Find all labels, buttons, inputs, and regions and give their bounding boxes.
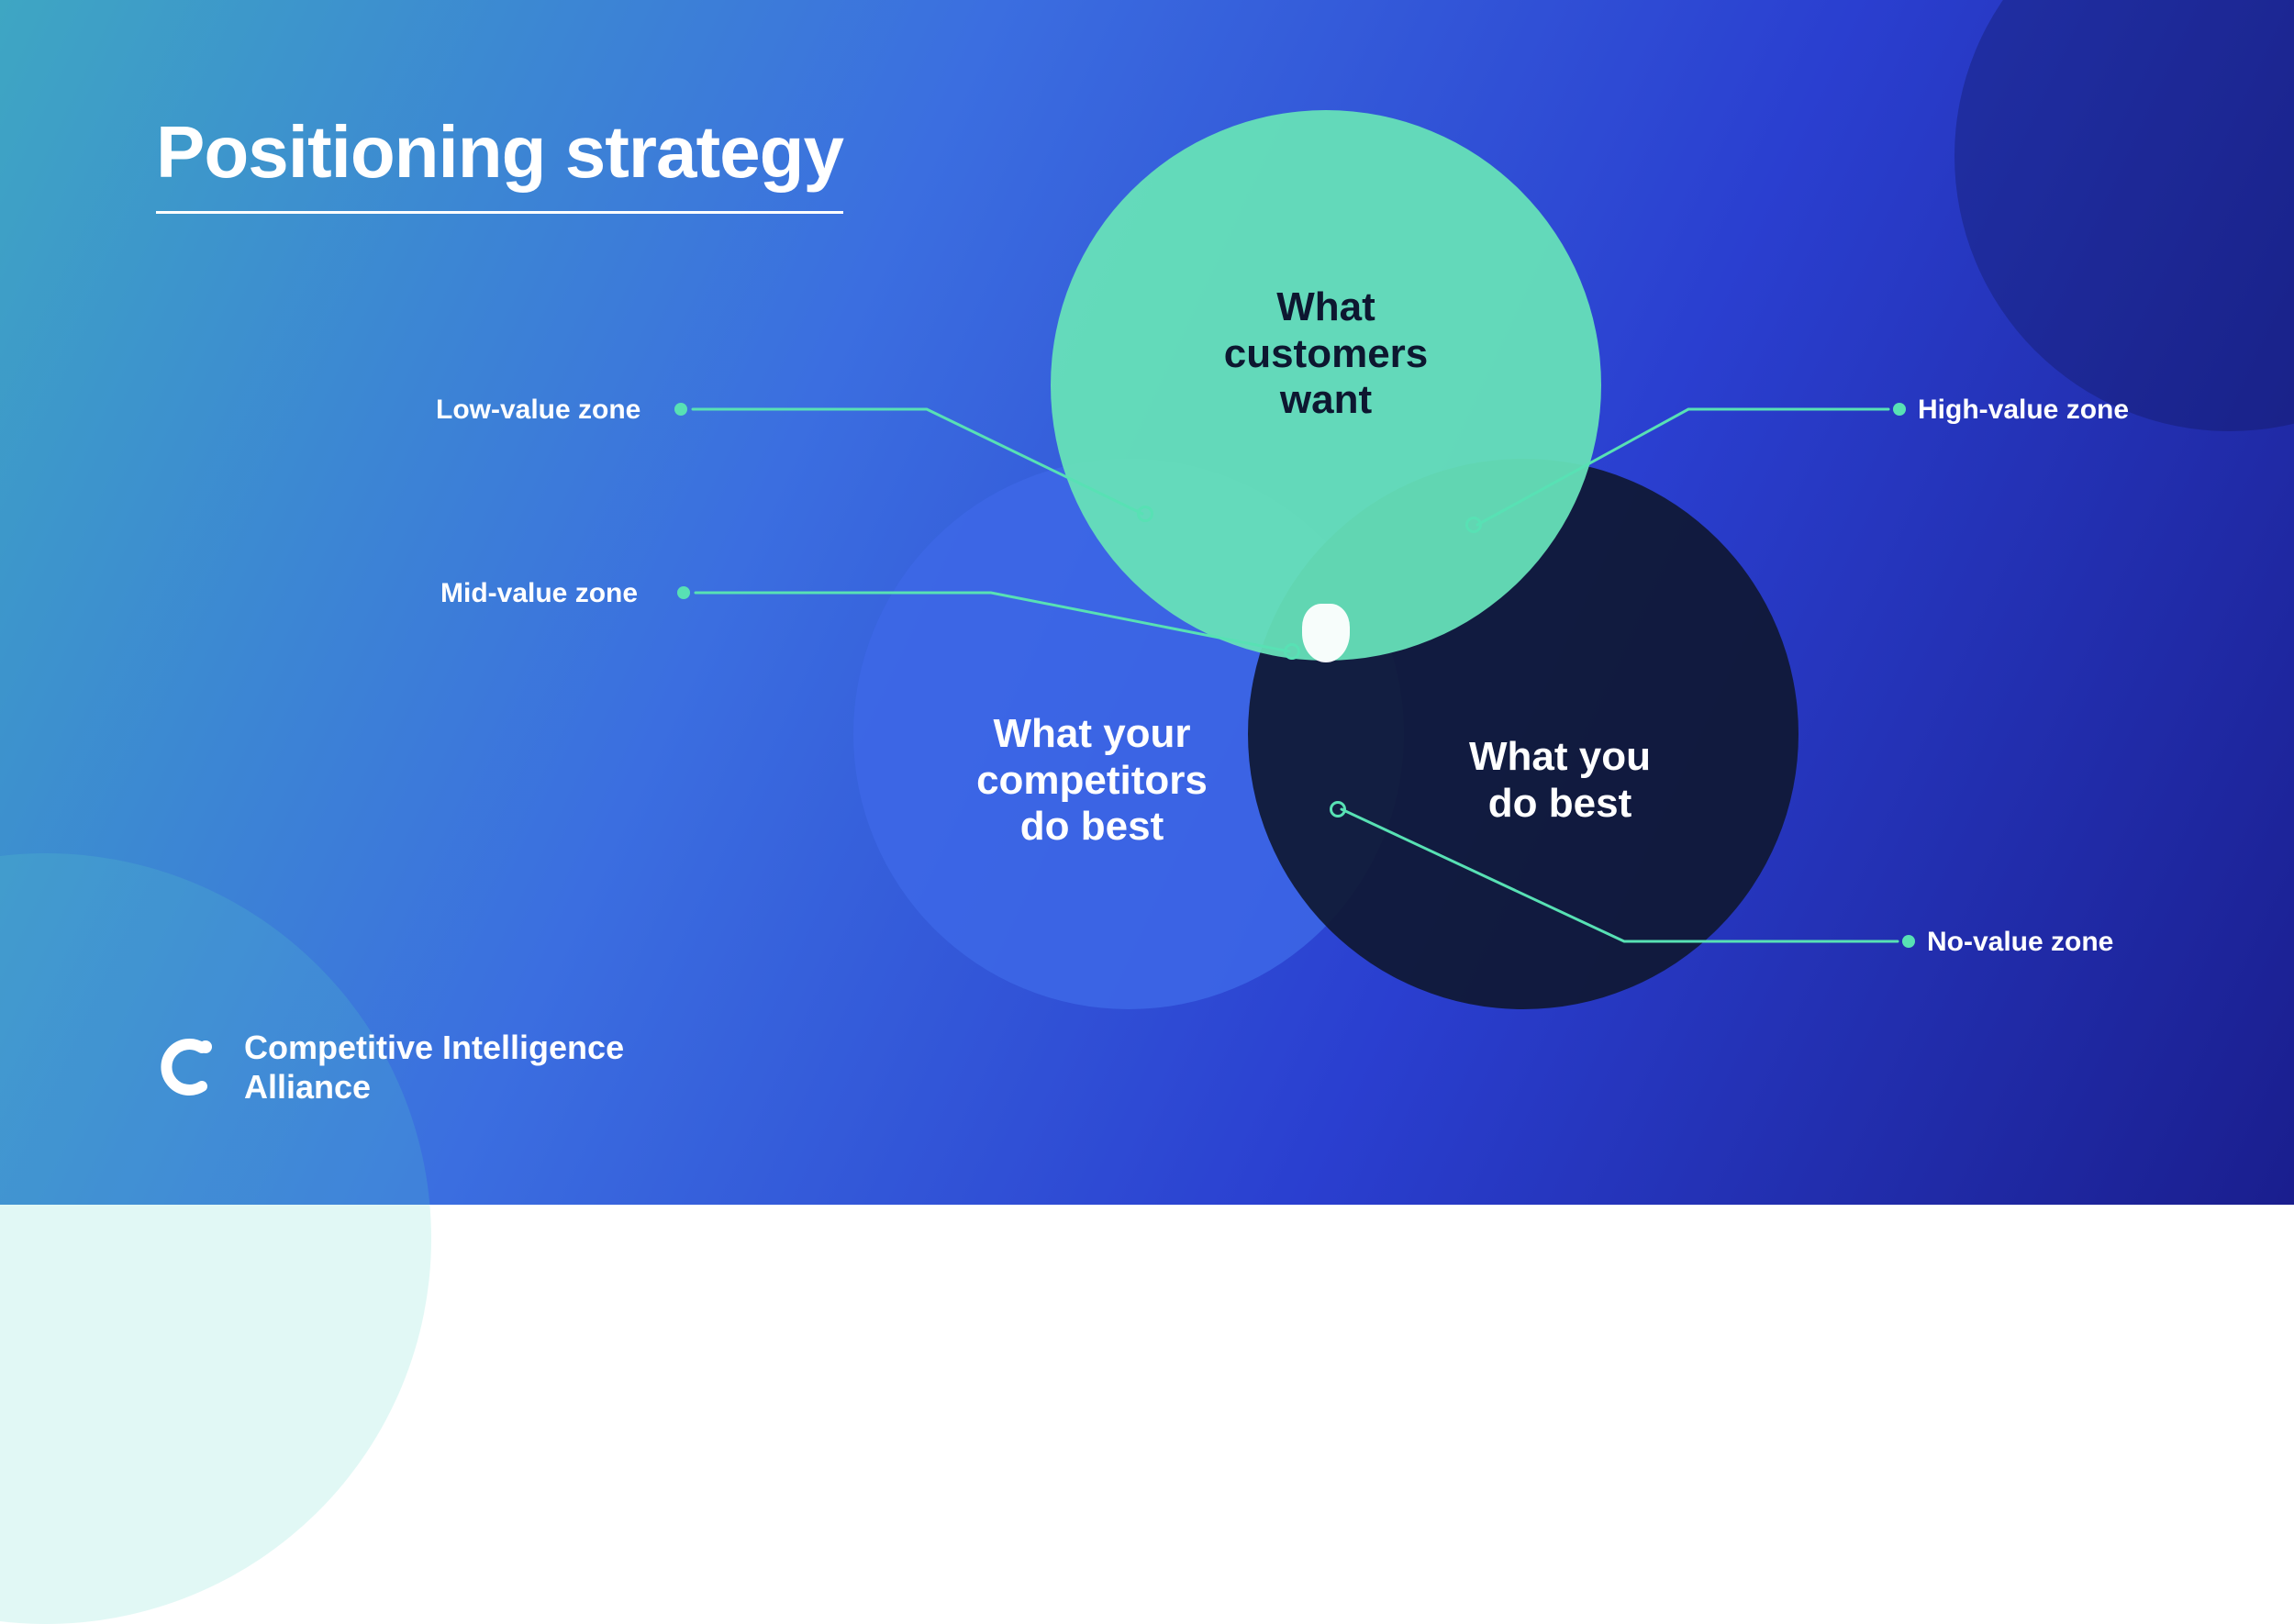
callout-label-mid: Mid-value zone — [440, 578, 670, 609]
callout-dot — [674, 403, 687, 416]
callout-dot — [1902, 935, 1915, 948]
venn-label-text: What yourcompetitorsdo best — [976, 711, 1208, 849]
callout-label-low: Low-value zone — [436, 395, 665, 426]
brand-line2: Alliance — [244, 1067, 624, 1107]
venn-center-overlap — [1302, 604, 1350, 662]
callout-label-none: No-value zone — [1927, 927, 2113, 958]
callout-dot — [1893, 403, 1906, 416]
venn-label-competitors: What yourcompetitorsdo best — [936, 711, 1248, 851]
callout-target — [1137, 506, 1153, 522]
callout-target — [1284, 643, 1300, 660]
venn-label-you: What youdo best — [1422, 734, 1698, 827]
brand-line1: Competitive Intelligence — [244, 1028, 624, 1067]
brand-lockup: Competitive Intelligence Alliance — [156, 1028, 624, 1107]
diagram-canvas: Positioning strategy Whatcustomerswant W… — [0, 0, 2294, 1205]
venn-label-customers: Whatcustomerswant — [1188, 284, 1464, 424]
brand-logo-icon — [156, 1035, 220, 1099]
callout-dot — [677, 586, 690, 599]
brand-name: Competitive Intelligence Alliance — [244, 1028, 624, 1107]
callout-target — [1330, 801, 1346, 818]
callout-target — [1465, 517, 1482, 533]
callout-label-high: High-value zone — [1918, 395, 2129, 426]
venn-diagram: Whatcustomerswant What yourcompetitorsdo… — [0, 0, 2294, 1205]
venn-label-text: Whatcustomerswant — [1224, 284, 1429, 422]
venn-label-text: What youdo best — [1469, 734, 1651, 826]
